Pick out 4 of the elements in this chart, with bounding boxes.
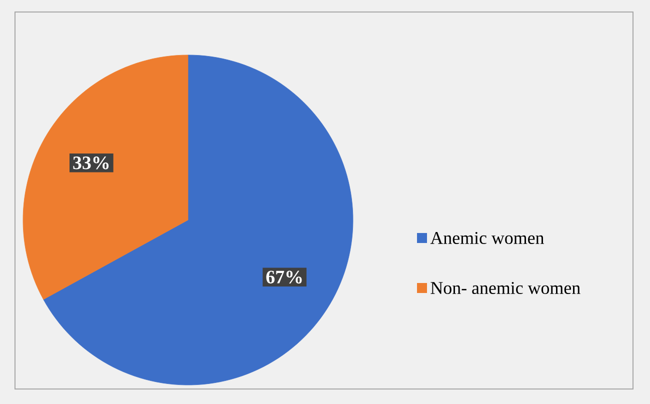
legend-label: Anemic women	[430, 232, 544, 244]
data-label: 33%	[73, 156, 109, 170]
data-label: 67%	[266, 270, 302, 284]
legend-label: Non- anemic women	[430, 282, 580, 294]
